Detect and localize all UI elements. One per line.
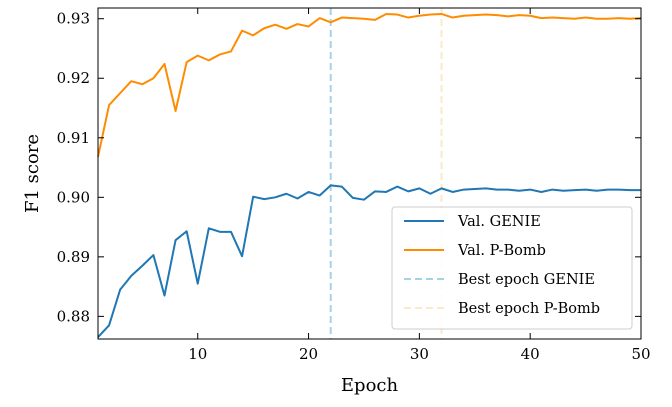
x-tick-labels: 10 20 30 40 50 — [188, 345, 650, 363]
y-tick-label: 0.89 — [57, 248, 90, 266]
legend-label-best-epoch-genie: Best epoch GENIE — [458, 272, 595, 288]
axis-ticks — [98, 8, 642, 339]
legend-box — [391, 206, 633, 330]
legend-label-val-genie: Val. GENIE — [457, 214, 541, 230]
legend: Val. GENIE Val. P-Bomb Best epoch GENIE … — [391, 206, 633, 330]
series-line-val-p-bomb — [97, 12, 642, 158]
y-tick-label: 0.90 — [57, 188, 90, 206]
y-tick-label: 0.93 — [57, 10, 90, 28]
y-tick-label: 0.91 — [57, 129, 90, 147]
y-tick-label: 0.92 — [57, 69, 90, 87]
x-tick-label: 40 — [521, 345, 540, 363]
legend-label-best-epoch-p-bomb: Best epoch P-Bomb — [458, 301, 600, 317]
y-tick-label: 0.88 — [57, 307, 90, 325]
plot-area-frame — [97, 7, 642, 340]
x-tick-label: 10 — [188, 345, 207, 363]
y-axis-label: F1 score — [22, 134, 43, 213]
legend-label-val-p-bomb: Val. P-Bomb — [457, 243, 546, 259]
x-axis-label: Epoch — [341, 375, 399, 396]
series-lines — [97, 12, 642, 338]
x-tick-label: 50 — [631, 345, 650, 363]
y-tick-labels: 0.88 0.89 0.90 0.91 0.92 0.93 — [57, 10, 90, 326]
x-tick-label: 20 — [299, 345, 318, 363]
x-tick-label: 30 — [410, 345, 429, 363]
series-line-val-genie — [97, 184, 641, 338]
